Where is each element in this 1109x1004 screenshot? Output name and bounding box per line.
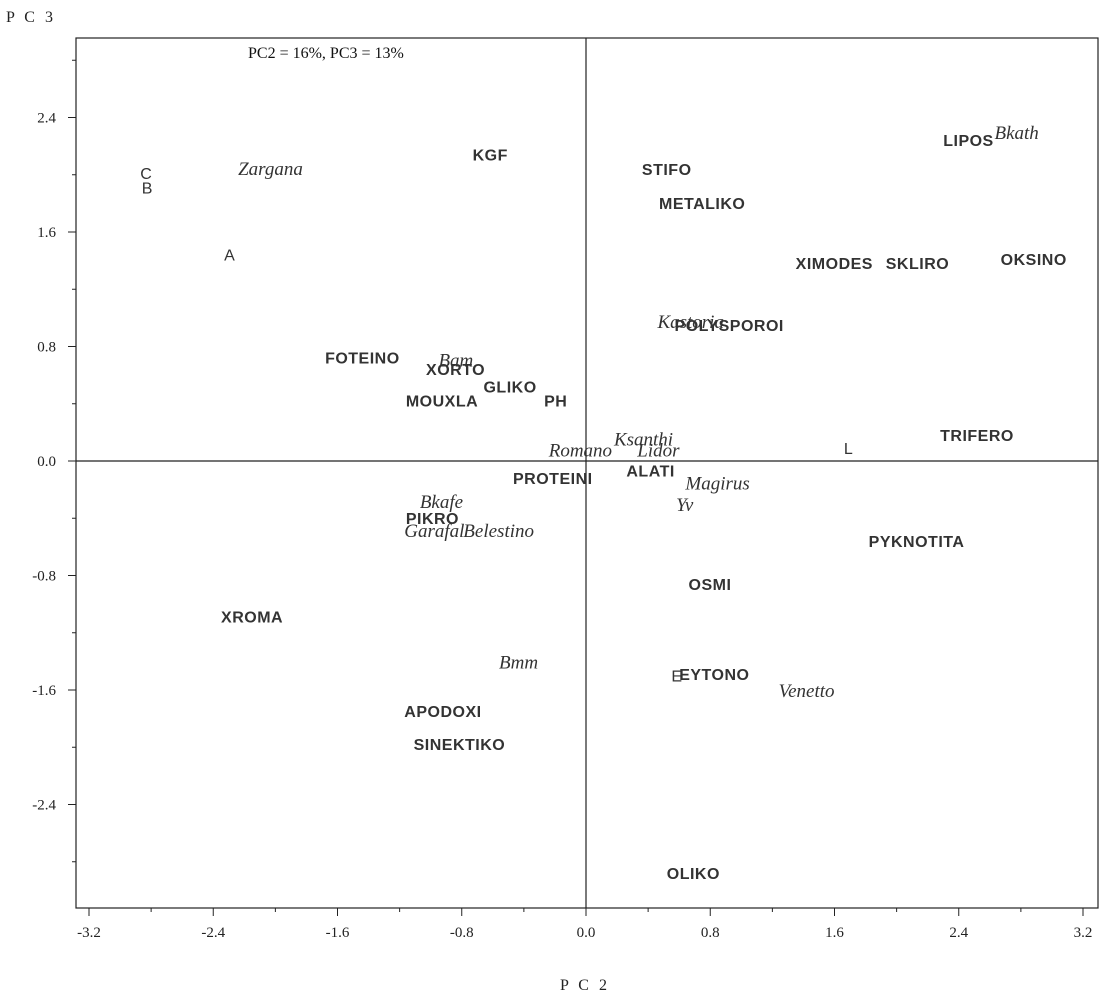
y-tick-label: -1.6 <box>32 683 56 699</box>
variable-label: XROMA <box>221 610 283 627</box>
observation-label: Venetto <box>779 681 835 702</box>
x-tick-label: 0.8 <box>701 925 720 941</box>
variable-label: PROTEINI <box>513 471 593 488</box>
x-tick-label: 2.4 <box>949 925 968 941</box>
group-label: L <box>844 441 853 458</box>
y-tick-label: 0.0 <box>37 454 56 470</box>
plot-frame <box>75 37 1099 909</box>
variable-label: PIKRO <box>406 511 459 528</box>
x-tick-label: 0.0 <box>577 925 596 941</box>
variable-label: GLIKO <box>483 379 536 396</box>
variable-label: MOUXLA <box>406 394 478 411</box>
variable-label: XIMODES <box>796 256 873 273</box>
x-tick-label: -0.8 <box>450 925 474 941</box>
variable-label: STIFO <box>642 162 692 179</box>
variable-label: APODOXI <box>404 704 481 721</box>
group-label: B <box>142 180 153 197</box>
y-tick-label: 0.8 <box>37 340 56 356</box>
variable-label: OKSINO <box>1001 252 1067 269</box>
x-tick-label: -3.2 <box>77 925 101 941</box>
variable-label: TRIFERO <box>940 428 1014 445</box>
y-tick-label: -2.4 <box>32 798 56 814</box>
variable-label: XORTO <box>426 362 485 379</box>
variable-label: EYTONO <box>679 667 749 684</box>
x-tick-label: -2.4 <box>201 925 225 941</box>
variable-label: POLYSPOROI <box>675 318 784 335</box>
observation-label: Lidor <box>636 441 680 462</box>
observation-label: Kastoria <box>656 312 724 333</box>
variable-label: SINEKTIKO <box>414 737 506 754</box>
observation-label: Bkath <box>994 123 1038 144</box>
variable-label: ALATI <box>626 464 674 481</box>
observation-label: Bam <box>438 351 473 372</box>
x-axis-label: P C 2 <box>560 977 610 994</box>
variable-label: PYKNOTITA <box>869 534 965 551</box>
observation-label: Ksanthi <box>613 429 673 450</box>
variable-label: METALIKO <box>659 196 745 213</box>
observation-label: Magirus <box>684 474 749 495</box>
y-tick-label: 1.6 <box>37 225 56 241</box>
group-label: C <box>140 166 152 183</box>
observation-label: Belestino <box>463 521 534 542</box>
variable-label: OLIKO <box>667 866 720 883</box>
chart-subtitle: PC2 = 16%, PC3 = 13% <box>248 45 404 62</box>
group-label: A <box>224 248 235 265</box>
variable-label: SKLIRO <box>886 256 949 273</box>
y-tick-label: 2.4 <box>37 111 56 127</box>
observation-label: Bmm <box>499 653 538 674</box>
x-tick-label: -1.6 <box>326 925 350 941</box>
group-label: E <box>671 668 682 685</box>
y-tick-label: -0.8 <box>32 569 56 585</box>
variable-label: LIPOS <box>943 133 994 150</box>
observation-label: Zargana <box>238 159 303 180</box>
x-tick-label: 3.2 <box>1074 925 1093 941</box>
observation-label: Romano <box>548 441 612 462</box>
observation-label: Yv <box>676 495 694 516</box>
observation-label: Garafal <box>404 521 464 542</box>
variable-label: FOTEINO <box>325 351 400 368</box>
variable-label: PH <box>544 394 567 411</box>
variable-label: KGF <box>473 147 508 164</box>
variable-label: OSMI <box>689 577 732 594</box>
y-axis-label: P C 3 <box>6 9 56 26</box>
observation-label: Bkafe <box>420 492 463 513</box>
x-tick-label: 1.6 <box>825 925 844 941</box>
